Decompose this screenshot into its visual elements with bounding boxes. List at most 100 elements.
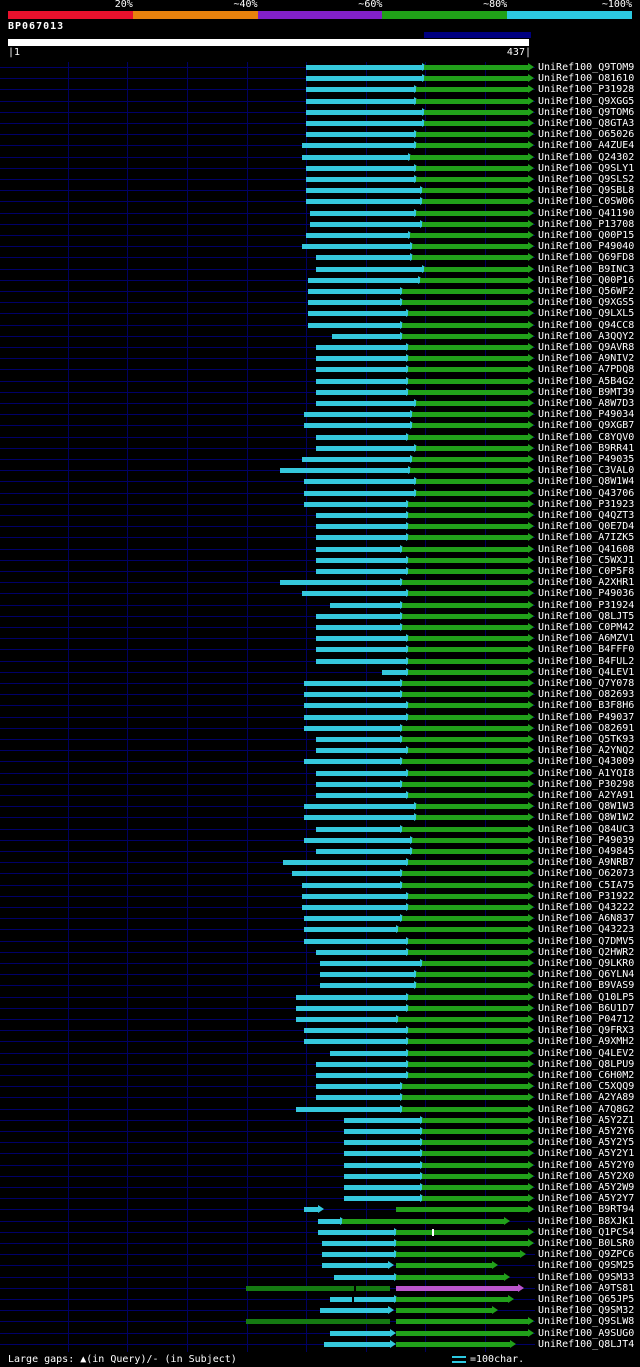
hsp-bar[interactable] <box>396 1207 528 1213</box>
hit-row[interactable]: UniRef100_Q9SLW8 <box>0 1316 640 1327</box>
hit-row[interactable]: UniRef100_A7IZK5 <box>0 532 640 543</box>
hsp-bar[interactable] <box>402 580 528 586</box>
hsp-bar[interactable] <box>408 893 528 899</box>
hit-label[interactable]: UniRef100_A7PDQ8 <box>538 364 635 376</box>
hit-row[interactable]: UniRef100_Q10LP5 <box>0 992 640 1003</box>
hit-row[interactable]: UniRef100_Q4QZT3 <box>0 510 640 521</box>
hsp-bar[interactable] <box>318 1218 340 1224</box>
hsp-bar[interactable] <box>408 770 528 776</box>
hit-row[interactable]: UniRef100_A6MZV1 <box>0 633 640 644</box>
hit-row[interactable]: UniRef100_Q9SLS2 <box>0 174 640 185</box>
hsp-bar[interactable] <box>304 703 406 709</box>
hsp-bar[interactable] <box>306 65 422 70</box>
hsp-bar[interactable] <box>408 535 528 541</box>
hsp-bar[interactable] <box>402 916 528 922</box>
hsp-bar[interactable] <box>424 266 528 272</box>
hit-row[interactable]: UniRef100_P13708 <box>0 219 640 230</box>
hit-row[interactable]: UniRef100_A2XHR1 <box>0 577 640 588</box>
hit-row[interactable]: UniRef100_Q9TOM6 <box>0 107 640 118</box>
hsp-bar[interactable] <box>396 1330 528 1336</box>
hit-label[interactable]: UniRef100_Q8LPU9 <box>538 1058 635 1070</box>
hit-label[interactable]: UniRef100_A9NRB7 <box>538 857 635 869</box>
hsp-bar[interactable] <box>416 445 528 451</box>
hit-row[interactable]: UniRef100_O82693 <box>0 689 640 700</box>
hsp-bar[interactable] <box>316 849 410 854</box>
hit-row[interactable]: UniRef100_Q1PCS4 <box>0 1227 640 1238</box>
hsp-bar[interactable] <box>308 289 400 294</box>
hit-row[interactable]: UniRef100_C0SW06 <box>0 196 640 207</box>
hsp-bar[interactable] <box>396 1252 520 1258</box>
hit-label[interactable]: UniRef100_B9RR41 <box>538 442 635 454</box>
hsp-bar[interactable] <box>402 613 528 619</box>
hit-label[interactable]: UniRef100_A5Y2Z1 <box>538 1114 635 1126</box>
hit-label[interactable]: UniRef100_Q9TOM9 <box>538 62 635 73</box>
hit-label[interactable]: UniRef100_Q43223 <box>538 924 635 936</box>
hsp-bar[interactable] <box>306 233 408 238</box>
hsp-bar[interactable] <box>316 949 406 955</box>
hsp-bar[interactable] <box>308 311 406 317</box>
hsp-bar[interactable] <box>330 602 400 608</box>
hsp-bar[interactable] <box>416 972 528 978</box>
hsp-bar[interactable] <box>424 109 528 115</box>
hsp-bar[interactable] <box>422 1151 528 1157</box>
hit-row[interactable]: UniRef100_B4FFF0 <box>0 644 640 655</box>
hsp-bar[interactable] <box>306 177 414 182</box>
hsp-bar[interactable] <box>402 692 528 698</box>
hsp-bar[interactable] <box>424 121 528 126</box>
hsp-bar[interactable] <box>304 412 410 418</box>
hit-label[interactable]: UniRef100_Q9XGG5 <box>538 95 635 107</box>
hsp-bar[interactable] <box>306 76 422 82</box>
hit-row[interactable]: UniRef100_C3VAL0 <box>0 465 640 476</box>
hsp-bar[interactable] <box>316 367 406 373</box>
hit-row[interactable]: UniRef100_A8W7D3 <box>0 398 640 409</box>
hit-label[interactable]: UniRef100_Q65JP5 <box>538 1294 635 1305</box>
hit-label[interactable]: UniRef100_P49035 <box>538 454 635 465</box>
hsp-bar[interactable] <box>316 356 406 362</box>
hsp-bar[interactable] <box>316 378 406 384</box>
hsp-bar[interactable] <box>408 949 528 955</box>
hit-row[interactable]: UniRef100_A9TS81 <box>0 1283 640 1294</box>
hsp-bar[interactable] <box>304 1028 406 1034</box>
hsp-bar[interactable] <box>416 401 528 406</box>
hit-label[interactable]: UniRef100_A9XMH2 <box>538 1036 635 1048</box>
hsp-bar[interactable] <box>412 412 528 418</box>
hit-row[interactable]: UniRef100_Q4LEV2 <box>0 1048 640 1059</box>
hsp-bar[interactable] <box>422 1117 528 1123</box>
hsp-bar[interactable] <box>304 681 400 686</box>
hit-row[interactable]: UniRef100_A9NRB7 <box>0 857 640 868</box>
hit-label[interactable]: UniRef100_A5Y2Y7 <box>538 1193 635 1205</box>
hit-row[interactable]: UniRef100_Q8W1W2 <box>0 812 640 823</box>
hit-label[interactable]: UniRef100_A2XHR1 <box>538 577 635 589</box>
hsp-bar[interactable] <box>412 255 528 261</box>
hsp-bar[interactable] <box>304 815 414 821</box>
hit-label[interactable]: UniRef100_B9RT94 <box>538 1204 635 1216</box>
hsp-bar[interactable] <box>402 333 528 339</box>
hsp-bar[interactable] <box>416 165 528 171</box>
hit-row[interactable]: UniRef100_Q24302 <box>0 152 640 163</box>
hit-label[interactable]: UniRef100_Q6YLN4 <box>538 969 635 981</box>
hsp-bar[interactable] <box>306 121 422 126</box>
hsp-bar[interactable] <box>316 524 406 530</box>
hsp-bar[interactable] <box>316 445 414 451</box>
hsp-bar[interactable] <box>408 1050 528 1056</box>
hit-label[interactable]: UniRef100_A9SUG0 <box>538 1327 635 1339</box>
hit-row[interactable]: UniRef100_B6U1D7 <box>0 1003 640 1014</box>
hit-label[interactable]: UniRef100_Q7Y078 <box>538 678 635 689</box>
hsp-bar[interactable] <box>292 871 400 877</box>
hsp-bar[interactable] <box>396 1341 510 1347</box>
hsp-bar[interactable] <box>408 647 528 653</box>
hit-row[interactable]: UniRef100_O62073 <box>0 868 640 879</box>
hit-label[interactable]: UniRef100_Q9LXL5 <box>538 308 635 320</box>
hit-label[interactable]: UniRef100_A5Y2W9 <box>538 1182 635 1193</box>
hsp-bar[interactable] <box>422 1140 528 1146</box>
hsp-bar[interactable] <box>416 210 528 216</box>
hit-row[interactable]: UniRef100_Q5TK93 <box>0 734 640 745</box>
hsp-bar[interactable] <box>422 1162 528 1168</box>
hit-label[interactable]: UniRef100_A1YQI8 <box>538 767 635 779</box>
hit-row[interactable]: UniRef100_Q9LKR0 <box>0 958 640 969</box>
hsp-bar[interactable] <box>408 748 528 754</box>
hsp-bar[interactable] <box>402 300 528 306</box>
hsp-bar[interactable] <box>308 300 400 306</box>
hsp-bar[interactable] <box>296 1017 396 1022</box>
hsp-bar[interactable] <box>408 311 528 317</box>
